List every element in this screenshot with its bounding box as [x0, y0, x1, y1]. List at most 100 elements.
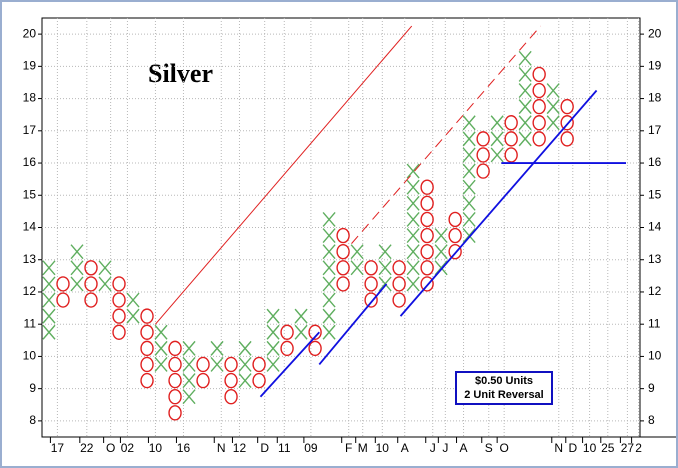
x-glyph	[518, 99, 532, 115]
o-column	[56, 276, 70, 308]
x-glyph	[434, 228, 448, 244]
x-glyph	[238, 340, 252, 356]
x-glyph	[546, 83, 560, 98]
o-glyph	[112, 308, 126, 324]
x-glyph	[462, 179, 476, 195]
o-glyph	[84, 276, 98, 292]
x-tick-label: M	[358, 441, 368, 455]
o-glyph	[504, 115, 518, 131]
x-glyph	[518, 66, 532, 82]
o-glyph	[336, 276, 350, 292]
x-tick-label: 25	[601, 441, 615, 455]
y-tick-label: 20	[23, 26, 37, 40]
x-glyph	[266, 357, 280, 372]
x-column	[238, 340, 252, 389]
note-line: $0.50 Units	[475, 375, 533, 387]
o-glyph	[280, 340, 294, 357]
x-glyph	[518, 83, 532, 98]
x-glyph	[322, 260, 336, 276]
o-column	[308, 324, 322, 357]
x-column	[322, 211, 336, 340]
o-glyph	[168, 389, 182, 405]
o-column	[252, 356, 266, 389]
x-glyph	[322, 292, 336, 308]
o-glyph	[420, 276, 434, 292]
o-glyph	[420, 227, 434, 244]
y-tick-label: 14	[23, 220, 37, 234]
y-tick-label: 19	[648, 59, 662, 73]
o-column	[196, 356, 210, 389]
x-glyph	[546, 99, 560, 115]
x-glyph	[462, 195, 476, 211]
x-glyph	[98, 260, 112, 276]
x-tick-label: 11	[278, 441, 291, 455]
x-glyph	[546, 115, 560, 131]
x-column	[490, 115, 504, 163]
o-glyph	[392, 292, 406, 308]
x-glyph	[42, 292, 56, 308]
o-glyph	[224, 372, 238, 389]
chart-title: Silver	[148, 59, 213, 88]
x-glyph	[322, 211, 336, 227]
trend-line	[155, 25, 413, 325]
o-glyph	[112, 324, 126, 340]
x-glyph	[490, 147, 504, 163]
o-glyph	[420, 179, 434, 195]
x-column	[546, 83, 560, 131]
o-column	[168, 340, 182, 421]
o-glyph	[140, 356, 154, 373]
x-tick-label: 2	[635, 441, 642, 455]
x-tick-label: 10	[583, 441, 597, 455]
x-glyph	[322, 308, 336, 324]
x-glyph	[42, 276, 56, 292]
x-glyph	[42, 324, 56, 340]
y-tick-label: 9	[648, 381, 655, 395]
x-column	[378, 244, 392, 292]
x-tick-label: N	[217, 441, 226, 455]
o-glyph	[420, 243, 434, 260]
note-line: 2 Unit Reversal	[464, 389, 543, 401]
x-column	[266, 308, 280, 372]
y-tick-label: 12	[648, 284, 662, 298]
o-glyph	[532, 66, 546, 83]
x-tick-label: A	[460, 441, 468, 455]
o-glyph	[420, 211, 434, 228]
y-tick-label: 16	[23, 155, 37, 169]
y-tick-label: 10	[648, 349, 662, 363]
o-glyph	[336, 243, 350, 260]
x-glyph	[210, 357, 224, 372]
x-tick-label: D	[260, 441, 269, 455]
o-column	[280, 324, 294, 357]
o-glyph	[252, 372, 266, 389]
o-column	[224, 356, 238, 405]
x-glyph	[42, 308, 56, 324]
o-glyph	[504, 147, 518, 163]
x-tick-label: 27	[621, 441, 635, 455]
x-glyph	[378, 244, 392, 260]
o-glyph	[448, 227, 462, 244]
o-glyph	[392, 276, 406, 292]
x-column	[210, 340, 224, 372]
o-glyph	[140, 324, 154, 340]
x-glyph	[378, 260, 392, 276]
y-tick-label: 20	[648, 26, 662, 40]
x-tick-label: D	[568, 441, 577, 455]
x-glyph	[154, 324, 168, 340]
x-tick-label: 22	[80, 441, 94, 455]
o-glyph	[448, 243, 462, 260]
o-glyph	[364, 260, 378, 276]
o-glyph	[168, 405, 182, 421]
x-glyph	[490, 115, 504, 131]
o-column	[448, 211, 462, 260]
o-column	[392, 260, 406, 308]
x-tick-label: 10	[149, 441, 163, 455]
o-glyph	[336, 227, 350, 244]
y-tick-label: 15	[648, 187, 662, 201]
x-glyph	[266, 308, 280, 324]
x-tick-label: N	[554, 441, 563, 455]
x-glyph	[462, 115, 476, 131]
o-glyph	[252, 356, 266, 373]
o-glyph	[308, 340, 322, 357]
